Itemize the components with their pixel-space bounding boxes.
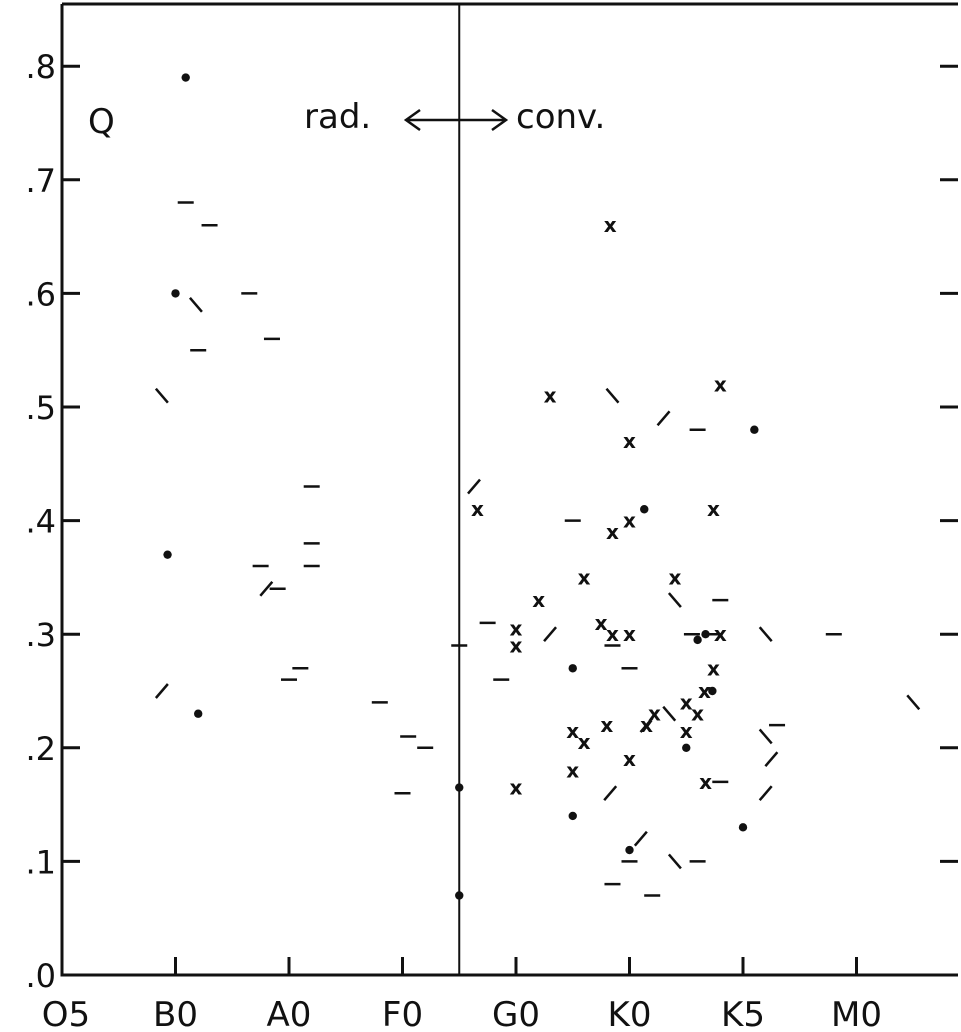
ytick-label: .1 <box>25 843 56 881</box>
point-cross: x <box>510 634 523 658</box>
point-cross: x <box>699 770 712 794</box>
ytick-label: .4 <box>25 503 56 541</box>
point-cross: x <box>600 713 613 737</box>
ytick-label: .5 <box>25 389 56 427</box>
point-dot <box>171 289 180 298</box>
point-cross: x <box>707 497 720 521</box>
data-points: xxxxxxxxxxxxxxxxxxxxxxxxxxxxxxx <box>154 73 921 900</box>
point-slash <box>633 830 648 847</box>
point-cross: x <box>471 497 484 521</box>
point-cross: x <box>698 679 711 703</box>
point-backslash <box>662 705 677 722</box>
ytick-label: .8 <box>25 48 56 86</box>
point-dot <box>701 630 710 639</box>
point-backslash <box>667 853 682 870</box>
point-dot <box>708 686 717 696</box>
point-dot <box>693 635 702 645</box>
point-slash <box>543 626 557 643</box>
ytick-label: .6 <box>25 275 56 313</box>
point-dot <box>625 845 634 855</box>
xtick-label: K5 <box>721 995 765 1032</box>
rad-annotation: rad. <box>304 97 371 137</box>
point-backslash <box>758 626 773 643</box>
xtick-label: F0 <box>382 995 423 1032</box>
point-slash <box>154 683 169 699</box>
point-cross: x <box>606 622 619 646</box>
point-slash <box>656 410 671 427</box>
tick-labels: .0 .1 .2 .3 .4 .5 .6 .7 .8 O5 B0 A0 F0 G0 K0 K5 M0 <box>25 48 882 1032</box>
point-cross: x <box>668 565 681 589</box>
point-cross: x <box>691 702 704 726</box>
point-cross: x <box>623 509 636 533</box>
point-cross: x <box>714 372 727 396</box>
point-dot <box>163 550 172 559</box>
ytick-label: .0 <box>25 957 56 995</box>
point-slash <box>639 717 654 733</box>
point-dot <box>194 709 203 718</box>
point-dot <box>568 664 577 673</box>
point-backslash <box>758 728 773 745</box>
point-cross: x <box>566 719 579 743</box>
point-slash <box>758 785 773 802</box>
point-cross: x <box>544 384 557 408</box>
point-dot <box>455 783 464 792</box>
xtick-label: A0 <box>267 995 312 1032</box>
point-dot <box>455 891 464 900</box>
point-backslash <box>667 592 682 608</box>
double-arrow-icon <box>403 108 509 132</box>
point-cross: x <box>680 719 693 743</box>
xtick-label: G0 <box>492 995 540 1032</box>
ytick-label: .3 <box>25 616 56 654</box>
point-cross: x <box>623 429 636 453</box>
point-cross: x <box>623 622 636 646</box>
point-cross: x <box>532 588 545 612</box>
point-slash <box>259 580 274 597</box>
q-annotation: Q <box>88 102 115 142</box>
xtick-label: B0 <box>153 995 198 1032</box>
point-dot <box>568 811 577 821</box>
point-dot <box>640 505 649 514</box>
annotations: Q rad. conv. <box>88 97 605 142</box>
axis-frame-left-bottom <box>60 4 958 977</box>
point-cross: x <box>604 213 617 237</box>
point-cross: x <box>578 730 591 754</box>
point-cross: x <box>578 565 591 589</box>
point-slash <box>764 751 779 767</box>
point-dot <box>181 73 190 82</box>
point-backslash <box>906 694 921 711</box>
point-slash <box>467 478 481 495</box>
point-backslash <box>154 387 169 404</box>
axes <box>60 2 958 977</box>
point-cross: x <box>510 617 523 641</box>
point-dot <box>750 425 759 434</box>
axis-ticks <box>62 64 958 977</box>
point-cross: x <box>595 611 608 635</box>
xtick-label: M0 <box>831 995 882 1032</box>
point-cross: x <box>707 656 720 680</box>
ytick-label: .7 <box>25 162 56 200</box>
ytick-label: .2 <box>25 730 56 768</box>
xtick-label: O5 <box>42 995 90 1032</box>
point-backslash <box>188 296 203 313</box>
point-slash <box>603 785 618 802</box>
point-backslash <box>605 387 620 404</box>
point-cross: x <box>606 520 619 544</box>
point-cross: x <box>566 759 579 783</box>
point-cross: x <box>623 747 636 771</box>
point-dot <box>682 743 691 752</box>
point-cross: x <box>510 776 523 800</box>
point-cross: x <box>680 690 693 714</box>
xtick-label: K0 <box>608 995 652 1032</box>
point-dot <box>738 823 748 832</box>
conv-annotation: conv. <box>516 97 605 137</box>
